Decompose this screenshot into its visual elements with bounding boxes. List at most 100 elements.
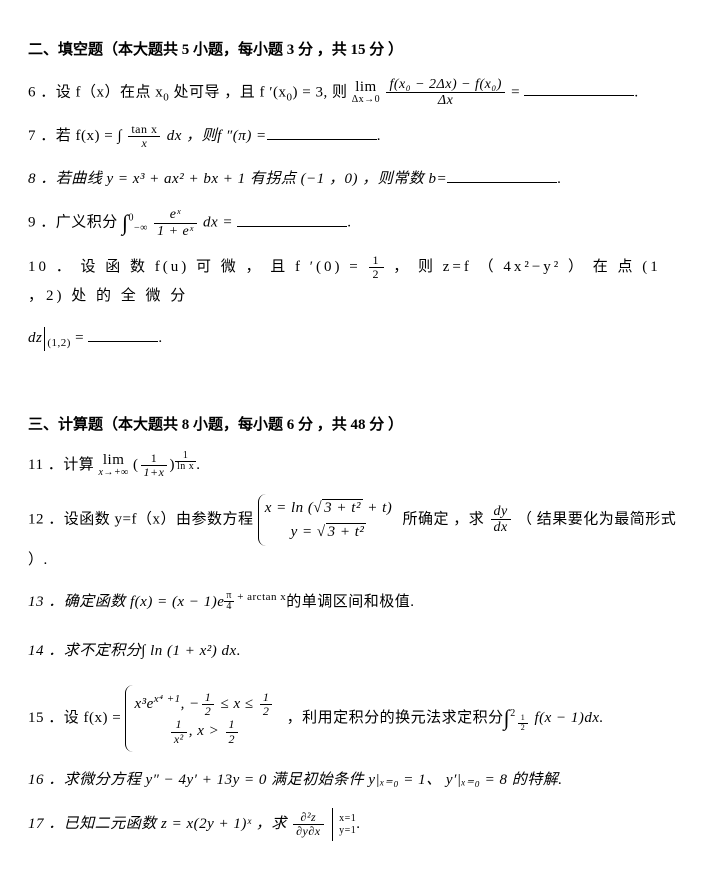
q9-blank bbox=[237, 211, 347, 227]
q10-bar bbox=[44, 327, 45, 351]
q15-c: f(x − 1)dx. bbox=[534, 710, 603, 726]
q12-r2-sqrt: 3 + t² bbox=[326, 523, 367, 540]
problem-10b: dz(1,2) = . bbox=[28, 324, 678, 353]
q10-end: . bbox=[158, 330, 162, 346]
q11-a: 11 ．计算 bbox=[28, 457, 94, 473]
q14-text: 14 ．求不定积分∫ ln (1 + x²) dx. bbox=[28, 643, 241, 659]
q9-end: . bbox=[347, 215, 351, 231]
q8-end: . bbox=[557, 171, 561, 187]
q6-frac-num: f(x₀ − 2Δx) − f(x₀) bbox=[386, 77, 504, 93]
q17-end: . bbox=[356, 816, 360, 832]
problem-15: 15 ．设 f(x) = x³ex⁴ +1, −12 ≤ x ≤ 12 1x²,… bbox=[28, 685, 678, 752]
problem-13: 13 ．确定函数 f(x) = (x − 1)eπ4 + arctan x的单调… bbox=[28, 588, 678, 617]
q10-blank bbox=[88, 326, 158, 342]
q9-frac-num: eˣ bbox=[154, 207, 197, 223]
q15-r1b: , − bbox=[181, 696, 200, 712]
q17-frac-num: ∂²z bbox=[293, 811, 324, 825]
problem-12: 12 ．设函数 y=f（x）由参数方程 x = ln (√3 + t² + t)… bbox=[28, 494, 678, 575]
q12-b: 所确定 ，求 bbox=[403, 511, 485, 527]
q13-exp: π4 + arctan x bbox=[224, 591, 286, 603]
q6-frac: f(x₀ − 2Δx) − f(x₀) Δx bbox=[386, 77, 504, 109]
q12-dy: dy bbox=[491, 504, 511, 520]
q11-exp-d: ln x bbox=[175, 462, 196, 472]
q7-frac-den: x bbox=[128, 137, 160, 150]
q11-frac: 1 1+x bbox=[141, 452, 168, 479]
q7-frac-num: tan x bbox=[128, 123, 160, 137]
q15-r2d: x² bbox=[171, 733, 187, 746]
q12-dydx: dy dx bbox=[491, 504, 511, 536]
q15-b: ，利用定积分的换元法求定积分 bbox=[287, 710, 504, 726]
section-2-title: 二、填空题（本大题共 5 小题，每小题 3 分 ，共 15 分 ） bbox=[28, 36, 678, 65]
q11-end: . bbox=[196, 457, 200, 473]
q7-frac: tan x x bbox=[128, 123, 160, 150]
q10-frac-num: 1 bbox=[369, 254, 384, 268]
q15-h2n: 1 bbox=[260, 691, 273, 705]
q15-cases: x³ex⁴ +1, −12 ≤ x ≤ 12 1x², x > 12 bbox=[125, 685, 282, 752]
q15-r1a: x³e bbox=[134, 696, 153, 712]
q15-int: ∫ bbox=[504, 707, 511, 729]
q15-int-hi: 2 bbox=[510, 708, 516, 719]
q15-int-lo: 12 bbox=[516, 718, 531, 729]
q9-a: 9 ．广义积分 bbox=[28, 215, 118, 231]
q11-lim: lim x→+∞ bbox=[98, 453, 128, 478]
q17-sub1: x=1 bbox=[339, 813, 356, 825]
q12-r1-sqrt: 3 + t² bbox=[322, 499, 363, 516]
q15-h2d: 2 bbox=[260, 705, 273, 718]
q6-lim-bot: Δx→0 bbox=[352, 95, 380, 105]
q6-period: . bbox=[634, 84, 638, 100]
q6-lim: lim Δx→0 bbox=[352, 80, 380, 105]
q6-frac-den: Δx bbox=[386, 93, 504, 108]
q9-frac-den: 1 + eˣ bbox=[154, 224, 197, 239]
q15-h1d: 2 bbox=[202, 705, 215, 718]
q8-blank bbox=[447, 167, 557, 183]
q9-frac: eˣ 1 + eˣ bbox=[154, 207, 197, 239]
q15-ild: 2 bbox=[518, 724, 529, 733]
q6-blank bbox=[524, 80, 634, 96]
problem-7: 7 ．若 f(x) = ∫ tan x x dx ，则f ″(π) =. bbox=[28, 122, 678, 151]
q6-text-c: ) = 3, 则 bbox=[293, 84, 348, 100]
q15-r1-exp: x⁴ +1 bbox=[154, 693, 181, 705]
q12-a: 12 ．设函数 y=f（x）由参数方程 bbox=[28, 511, 253, 527]
q11-frac-num: 1 bbox=[141, 452, 168, 466]
q16-text: 16 ．求微分方程 y″ − 4y′ + 13y = 0 满足初始条件 y|ₓ₌… bbox=[28, 772, 563, 788]
q15-half1: 12 bbox=[202, 691, 215, 718]
q17-frac: ∂²z ∂y∂x bbox=[293, 811, 324, 838]
q10-sub: (1,2) bbox=[47, 337, 71, 349]
q11-lim-top: lim bbox=[98, 453, 128, 468]
q12-r2a: y = bbox=[291, 524, 317, 540]
q12-cases: x = ln (√3 + t² + t) y = √3 + t² bbox=[258, 494, 399, 546]
q7-blank bbox=[267, 124, 377, 140]
q17-bar bbox=[332, 808, 333, 841]
q10-a: 10 ． 设 函 数 f(u) 可 微 ， 且 f ′(0) = bbox=[28, 259, 367, 275]
q17-frac-den: ∂y∂x bbox=[293, 825, 324, 838]
q12-row2: y = √3 + t² bbox=[265, 520, 393, 544]
q9-int: ∫ bbox=[122, 212, 129, 234]
q13-a: 13 ．确定函数 f(x) = (x − 1)e bbox=[28, 594, 224, 610]
problem-8: 8 ．若曲线 y = x³ + ax² + bx + 1 有拐点 (−1 ，0)… bbox=[28, 165, 678, 194]
q12-r1a: x = ln ( bbox=[265, 500, 314, 516]
q15-row2: 1x², x > 12 bbox=[134, 718, 274, 745]
q6-eq: = bbox=[511, 84, 524, 100]
q10-d: = bbox=[75, 330, 88, 346]
q15-r2n: 1 bbox=[171, 718, 187, 732]
q11-lim-bot: x→+∞ bbox=[98, 468, 128, 478]
q15-h1n: 1 bbox=[202, 691, 215, 705]
q7-b: dx ，则f ″(π) = bbox=[167, 128, 267, 144]
section-3-title: 三、计算题（本大题共 8 小题，每小题 6 分 ，共 48 分 ） bbox=[28, 411, 678, 440]
q12-dx: dx bbox=[491, 520, 511, 535]
q8-a: 8 ．若曲线 y = x³ + ax² + bx + 1 有拐点 (−1 ，0)… bbox=[28, 171, 447, 187]
q15-half2: 12 bbox=[260, 691, 273, 718]
q15-r2b: , x > bbox=[189, 724, 224, 740]
q15-h3n: 1 bbox=[226, 718, 239, 732]
q6-text-b: 处可导 ，且 f ′(x bbox=[174, 84, 287, 100]
q7-a: 7 ．若 f(x) = ∫ bbox=[28, 128, 122, 144]
q10-frac-den: 2 bbox=[369, 268, 384, 281]
q17-subs: x=1 y=1 bbox=[339, 813, 356, 837]
q9-b: dx = bbox=[203, 215, 237, 231]
q6-lim-top: lim bbox=[352, 80, 380, 95]
q15-r2-frac: 1x² bbox=[171, 718, 187, 745]
problem-17: 17 ．已知二元函数 z = x(2y + 1)ˣ ，求 ∂²z ∂y∂x x=… bbox=[28, 808, 678, 841]
q13-b: 的单调区间和极值. bbox=[286, 594, 414, 610]
q13-exp-rest: + arctan x bbox=[234, 591, 286, 603]
q11-frac-den: 1+x bbox=[141, 466, 168, 479]
